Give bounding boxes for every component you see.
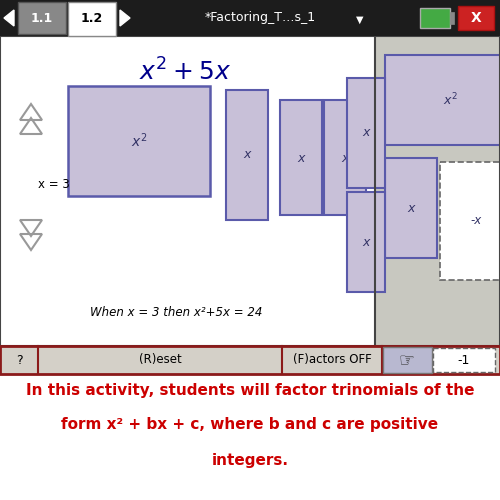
Bar: [0, 346, 500, 374]
Bar: [280, 100, 322, 215]
Text: x: x: [362, 126, 370, 140]
Bar: [458, 6, 494, 30]
Text: $x^2+5x$: $x^2+5x$: [139, 58, 231, 86]
Bar: [347, 78, 385, 188]
Text: 1.1: 1.1: [31, 12, 53, 24]
Text: x = 3: x = 3: [38, 178, 70, 192]
Text: X: X: [470, 11, 482, 25]
Text: ▼: ▼: [356, 15, 364, 25]
Bar: [433, 348, 495, 372]
Bar: [18, 2, 66, 34]
Bar: [420, 8, 450, 28]
Text: (R)eset: (R)eset: [138, 354, 182, 366]
Text: ☞: ☞: [399, 351, 415, 369]
Bar: [440, 162, 500, 280]
Text: 1.2: 1.2: [81, 12, 103, 24]
Bar: [385, 158, 437, 258]
Polygon shape: [4, 10, 14, 26]
Bar: [0, 36, 375, 346]
Bar: [450, 12, 454, 24]
Bar: [383, 347, 432, 373]
Bar: [385, 55, 500, 145]
Text: When x = 3 then x²+5x = 24: When x = 3 then x²+5x = 24: [90, 306, 262, 320]
Bar: [0, 36, 500, 346]
Bar: [375, 36, 500, 346]
Text: x: x: [342, 152, 348, 164]
Bar: [347, 192, 385, 292]
Text: In this activity, students will factor trinomials of the: In this activity, students will factor t…: [26, 382, 474, 398]
Bar: [0, 0, 500, 36]
Polygon shape: [120, 10, 130, 26]
Bar: [68, 2, 116, 36]
Text: x: x: [298, 152, 304, 164]
Text: integers.: integers.: [212, 452, 288, 468]
Text: x: x: [244, 148, 250, 162]
Text: x: x: [408, 202, 414, 214]
Text: form x² + bx + c, where b and c are positive: form x² + bx + c, where b and c are posi…: [62, 418, 438, 432]
Text: (F)actors OFF: (F)actors OFF: [292, 354, 372, 366]
Bar: [324, 100, 366, 215]
Text: $x^2$: $x^2$: [131, 132, 147, 150]
Text: -x: -x: [470, 214, 482, 228]
Text: -1: -1: [458, 354, 470, 366]
Text: x: x: [362, 236, 370, 248]
Bar: [226, 90, 268, 220]
Text: $x^2$: $x^2$: [442, 92, 458, 108]
Text: *Factoring_T…s_1: *Factoring_T…s_1: [204, 12, 316, 24]
Text: ?: ?: [16, 354, 22, 366]
Bar: [68, 86, 210, 196]
